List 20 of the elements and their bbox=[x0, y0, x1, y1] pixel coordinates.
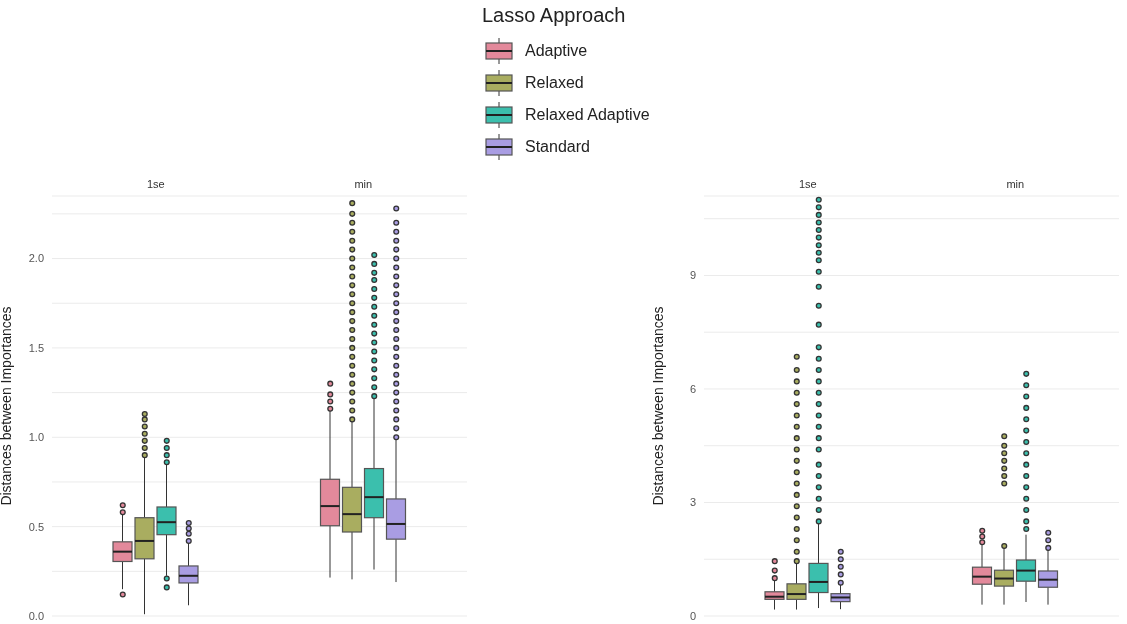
y-tick-label: 0 bbox=[689, 609, 696, 622]
legend-label: Standard bbox=[525, 138, 590, 156]
legend-label: Adaptive bbox=[525, 42, 588, 60]
y-tick-label: 0.0 bbox=[28, 609, 44, 622]
x-tick-label: min bbox=[1006, 178, 1025, 190]
x-tick-label: min bbox=[354, 178, 373, 190]
y-tick-label: 1.5 bbox=[28, 341, 44, 354]
y-tick-label: 2.0 bbox=[28, 252, 44, 265]
y-axis-title: Distances between Importances bbox=[649, 306, 666, 506]
legend-label: Relaxed bbox=[525, 74, 584, 92]
x-tick-label: 1se bbox=[798, 178, 817, 190]
y-tick-label: 1.0 bbox=[28, 431, 44, 444]
y-tick-label: 6 bbox=[689, 382, 696, 395]
y-tick-label: 3 bbox=[689, 496, 696, 509]
y-tick-label: 0.5 bbox=[28, 520, 44, 533]
y-axis-title: Distances between Importances bbox=[0, 306, 14, 506]
y-tick-label: 9 bbox=[689, 269, 696, 282]
x-tick-label: 1se bbox=[146, 178, 165, 190]
legend-title: Lasso Approach bbox=[482, 4, 627, 27]
legend-label: Relaxed Adaptive bbox=[525, 106, 650, 124]
